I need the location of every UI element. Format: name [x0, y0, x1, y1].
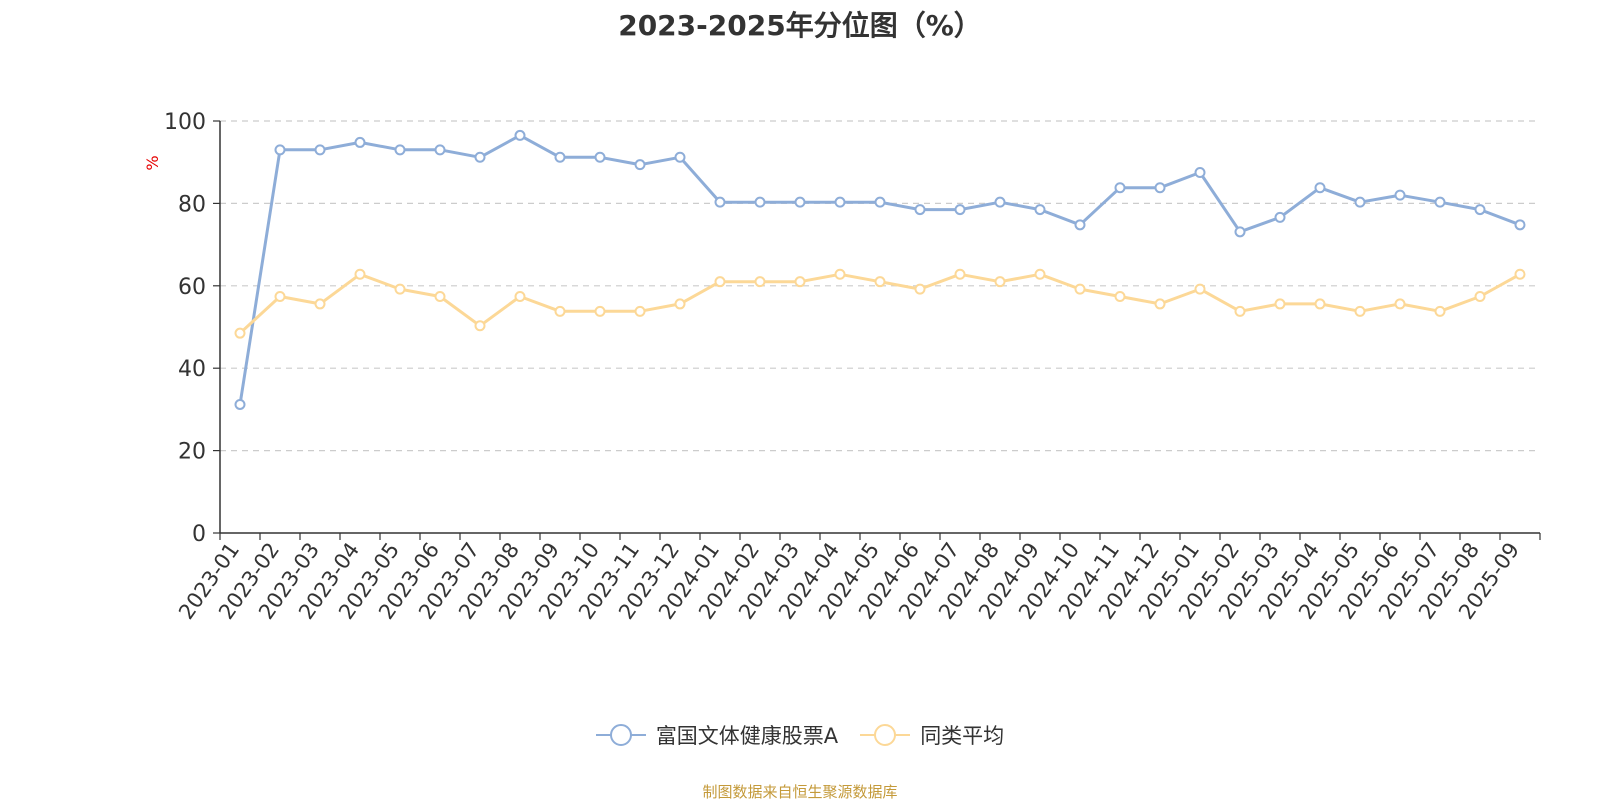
- data-point-series-1: [1154, 298, 1166, 310]
- data-point-series-1: [1474, 291, 1486, 303]
- data-point-series-0: [954, 204, 966, 216]
- legend-label-fund: 富国文体健康股票A: [655, 724, 839, 748]
- data-point-series-1: [1074, 283, 1086, 295]
- data-point-series-1: [1034, 268, 1046, 280]
- data-point-series-1: [434, 291, 446, 303]
- data-point-series-0: [274, 144, 286, 156]
- chart-title: 2023-2025年分位图（%）: [618, 9, 982, 42]
- data-point-series-0: [594, 151, 606, 163]
- data-point-series-0: [434, 144, 446, 156]
- data-point-series-0: [634, 159, 646, 171]
- data-point-series-1: [754, 276, 766, 288]
- data-point-series-1: [914, 283, 926, 295]
- series-layer: [234, 129, 1526, 410]
- data-point-series-1: [634, 305, 646, 317]
- data-point-series-0: [994, 196, 1006, 208]
- data-point-series-1: [314, 298, 326, 310]
- data-point-series-0: [834, 196, 846, 208]
- data-point-series-0: [1434, 196, 1446, 208]
- data-point-series-0: [554, 151, 566, 163]
- series-line-0: [238, 133, 1521, 405]
- data-point-series-1: [834, 268, 846, 280]
- data-point-series-0: [794, 196, 806, 208]
- y-axis-unit-label: %: [143, 155, 162, 170]
- y-tick-label: 60: [178, 275, 206, 300]
- data-point-series-1: [594, 305, 606, 317]
- data-point-series-0: [1034, 204, 1046, 216]
- data-point-series-1: [954, 268, 966, 280]
- chart-legend: 富国文体健康股票A 同类平均: [0, 720, 1600, 750]
- data-point-series-1: [1274, 298, 1286, 310]
- y-tick-label: 20: [178, 440, 206, 465]
- data-point-series-1: [1354, 305, 1366, 317]
- legend-item-fund[interactable]: 富国文体健康股票A: [595, 720, 839, 750]
- data-point-series-0: [1194, 167, 1206, 178]
- data-point-series-0: [234, 398, 246, 410]
- data-point-series-0: [1074, 219, 1086, 231]
- data-point-series-0: [1234, 226, 1246, 238]
- data-point-series-1: [714, 276, 726, 288]
- data-point-series-1: [874, 276, 886, 288]
- data-point-series-1: [474, 320, 486, 332]
- data-point-series-1: [1434, 305, 1446, 317]
- data-point-series-0: [754, 196, 766, 208]
- data-point-series-1: [1114, 291, 1126, 303]
- data-point-series-0: [1514, 219, 1526, 231]
- data-point-series-0: [314, 144, 326, 156]
- source-note: 制图数据来自恒生聚源数据库: [702, 783, 898, 801]
- data-point-series-1: [1514, 268, 1526, 280]
- data-point-series-1: [514, 291, 526, 303]
- y-tick-label: 40: [178, 357, 206, 382]
- legend-label-peer-average: 同类平均: [920, 724, 1005, 748]
- data-point-series-0: [1474, 204, 1486, 216]
- data-point-series-1: [1314, 298, 1326, 310]
- data-point-series-1: [1194, 283, 1206, 295]
- y-tick-label: 80: [178, 192, 206, 217]
- data-point-series-0: [714, 196, 726, 208]
- data-point-series-0: [354, 136, 366, 148]
- data-point-series-0: [1154, 182, 1166, 194]
- data-point-series-1: [1234, 305, 1246, 317]
- data-point-series-0: [1314, 182, 1326, 194]
- data-point-series-0: [874, 196, 886, 208]
- data-point-series-0: [1394, 189, 1406, 201]
- data-point-series-0: [914, 204, 926, 216]
- data-point-series-1: [994, 276, 1006, 288]
- legend-marker-fund-icon: [595, 723, 646, 747]
- data-point-series-0: [514, 129, 526, 141]
- data-point-series-0: [1274, 211, 1286, 223]
- data-point-series-0: [474, 151, 486, 163]
- y-tick-label: 100: [164, 110, 206, 135]
- data-point-series-1: [394, 283, 406, 295]
- legend-item-peer-average[interactable]: 同类平均: [860, 720, 1004, 750]
- data-point-series-1: [674, 298, 686, 310]
- legend-marker-peer-average-icon: [860, 723, 911, 747]
- data-point-series-1: [234, 327, 246, 339]
- data-point-series-0: [674, 151, 686, 163]
- data-point-series-1: [354, 268, 366, 280]
- data-point-series-1: [554, 305, 566, 317]
- data-point-series-1: [794, 276, 806, 288]
- y-tick-label: 0: [192, 522, 206, 547]
- data-point-series-0: [1354, 196, 1366, 208]
- data-point-series-0: [1114, 182, 1126, 194]
- data-point-series-1: [1394, 298, 1406, 310]
- data-point-series-1: [274, 291, 286, 303]
- axes: 0204060801002023-012023-022023-032023-04…: [164, 110, 1541, 624]
- data-point-series-0: [394, 144, 406, 156]
